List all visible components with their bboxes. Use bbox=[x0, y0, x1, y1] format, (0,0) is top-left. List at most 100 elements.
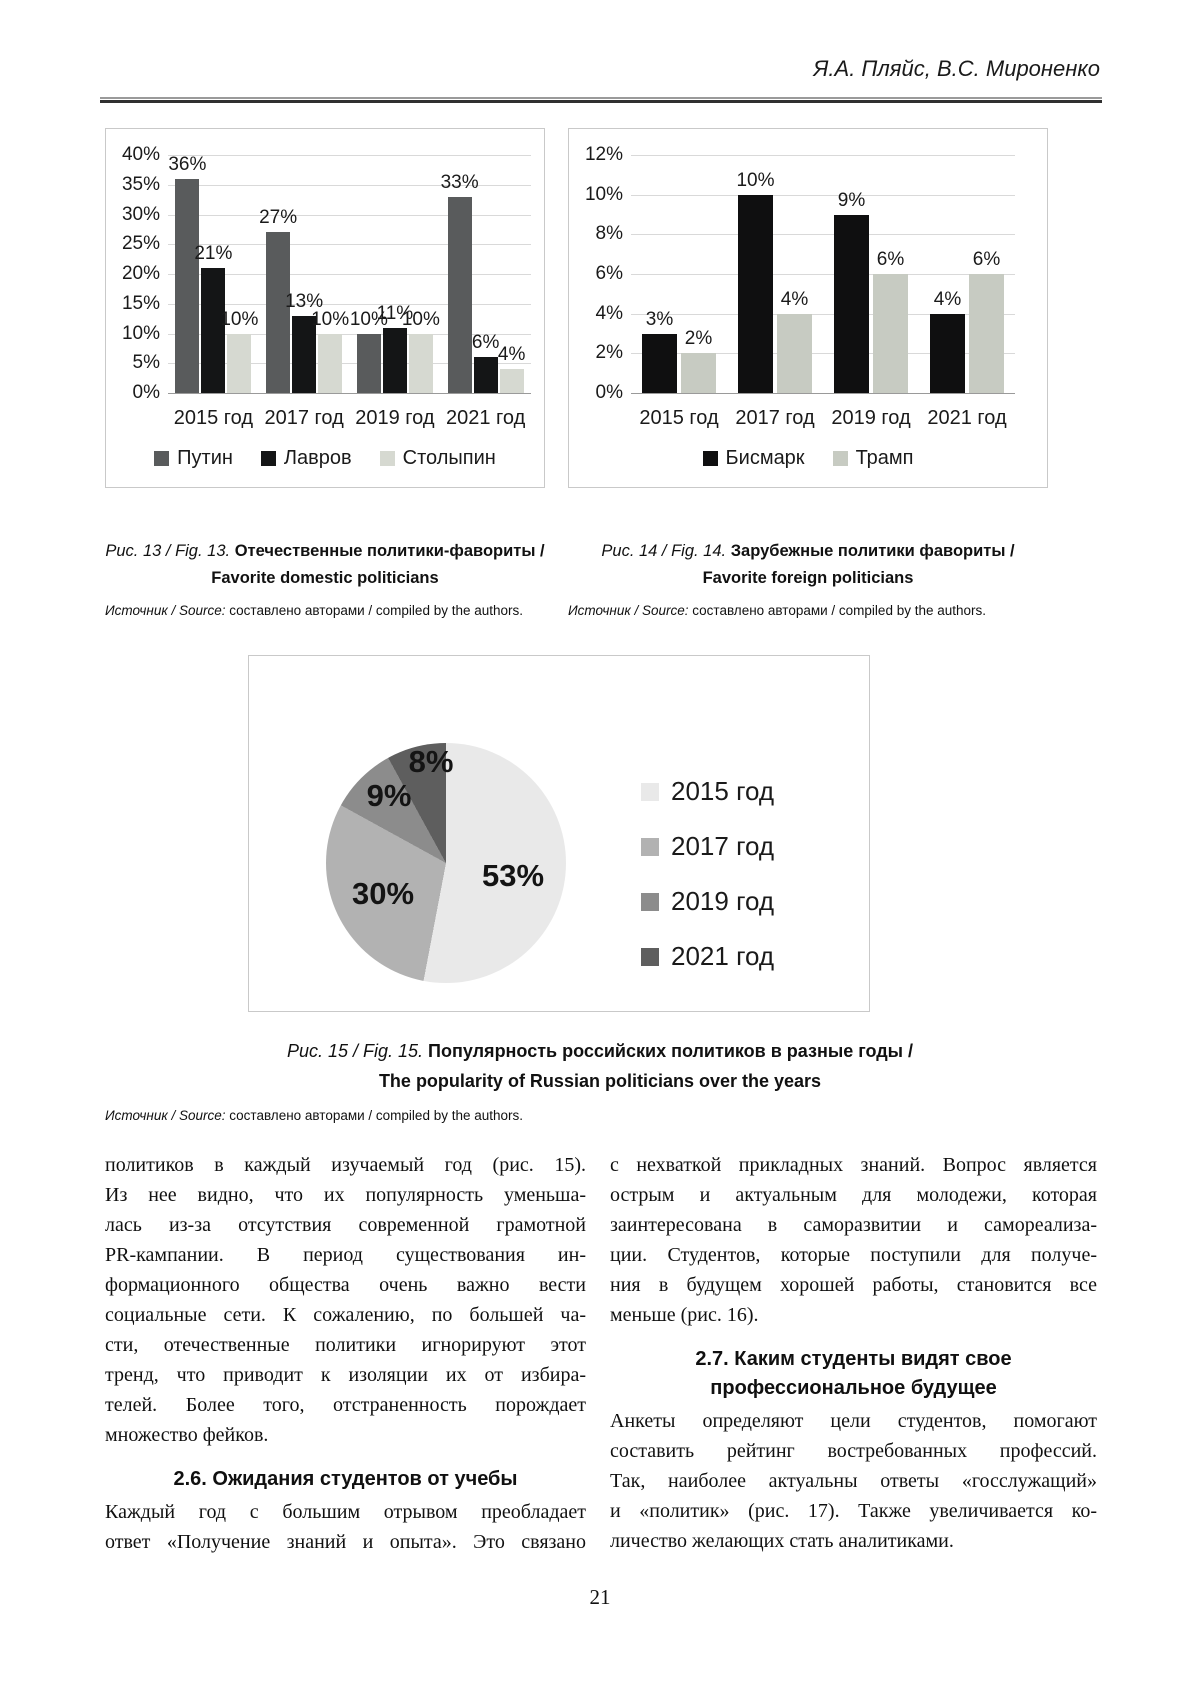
body-line: заинтересована в саморазвитии и самореал… bbox=[610, 1214, 1097, 1236]
fig13-caption-title-en: Favorite domestic politicians bbox=[211, 569, 439, 587]
bar-value-label: 10% bbox=[401, 308, 440, 330]
fig15-source-text: составлено авторами / compiled by the au… bbox=[229, 1108, 524, 1123]
y-tick-label: 12% bbox=[584, 144, 623, 165]
bar-Путин-2015 год bbox=[175, 178, 200, 393]
bar-value-label: 10% bbox=[349, 308, 388, 330]
y-tick-label: 8% bbox=[595, 223, 623, 245]
gridline bbox=[168, 333, 531, 335]
bar-value-label: 4% bbox=[933, 288, 962, 310]
body-line: множество фейков. bbox=[105, 1424, 269, 1446]
legend-swatch bbox=[641, 837, 659, 856]
fig14-caption-title-ru: Зарубежные политики фавориты / bbox=[730, 542, 1015, 560]
body-line: формационного общества очень важно вести bbox=[105, 1274, 586, 1296]
gridline bbox=[631, 194, 1015, 196]
legend-label: Бисмарк bbox=[725, 447, 805, 469]
body-line: телей. Более того, отстраненность порожд… bbox=[105, 1394, 586, 1416]
y-tick-label: 30% bbox=[121, 203, 160, 225]
bar-Путин-2021 год bbox=[447, 196, 472, 393]
bar-Бисмарк-2015 год bbox=[642, 333, 677, 393]
gridline bbox=[168, 274, 531, 275]
section-heading-line: 2.6. Ожидания студентов от учебы bbox=[173, 1468, 518, 1490]
gridline bbox=[631, 353, 1015, 355]
x-axis-label: 2021 год bbox=[445, 407, 526, 429]
bar-value-label: 11% bbox=[376, 302, 414, 324]
y-tick-label: 10% bbox=[584, 183, 623, 205]
fig14-source-text: составлено авторами / compiled by the au… bbox=[692, 603, 987, 618]
header-rule bbox=[100, 97, 1102, 103]
bar-value-label: 27% bbox=[259, 207, 298, 229]
legend-label: 2019 год bbox=[671, 886, 775, 916]
body-line: острым и актуальным для молодежи, котора… bbox=[610, 1184, 1097, 1206]
bar-Бисмарк-2019 год bbox=[834, 214, 869, 393]
fig13-source-text: составлено авторами / compiled by the au… bbox=[229, 603, 524, 618]
bar-value-label: 4% bbox=[497, 344, 526, 366]
legend-label: Столыпин bbox=[402, 447, 496, 469]
body-line: социальные сети. К сожалению, по большей… bbox=[105, 1304, 586, 1326]
bar-value-label: 9% bbox=[837, 189, 866, 211]
x-axis-label: 2021 год bbox=[927, 407, 1007, 429]
body-column-right: с нехваткой прикладных знаний. Вопрос яв… bbox=[610, 1150, 1097, 1556]
bar-value-label: 4% bbox=[780, 288, 809, 310]
section-heading: 2.6. Ожидания студентов от учебы bbox=[105, 1465, 586, 1494]
bar-value-label: 13% bbox=[285, 290, 324, 312]
y-tick-label: 2% bbox=[595, 342, 623, 364]
legend-label: Трамп bbox=[855, 447, 914, 469]
body-line: сти, отечественные политики игнорируют э… bbox=[105, 1334, 586, 1356]
bar-Лавров-2017 год bbox=[292, 315, 317, 393]
gridline bbox=[631, 313, 1015, 315]
gridline bbox=[168, 393, 531, 394]
bar-Столыпин-2021 год bbox=[499, 369, 524, 393]
bar-Бисмарк-2017 год bbox=[738, 194, 773, 393]
fig15-caption-title-en: The popularity of Russian politicians ov… bbox=[378, 1071, 822, 1091]
body-line: ния в будущем хорошей работы, становится… bbox=[610, 1274, 1097, 1296]
page-header-authors: Я.А. Пляйс, В.С. Мироненко bbox=[813, 56, 1100, 81]
pie-legend-item-2021 год: 2021 год bbox=[641, 941, 774, 972]
bar-value-label: 21% bbox=[194, 243, 233, 265]
gridline bbox=[168, 303, 531, 305]
legend-item-Столыпин: Столыпин bbox=[379, 447, 496, 470]
y-tick-label: 0% bbox=[132, 382, 160, 403]
bar-Трамп-2019 год bbox=[873, 274, 908, 393]
bar-Трамп-2015 год bbox=[681, 353, 716, 393]
body-line: Каждый год с большим отрывом преобладает bbox=[105, 1501, 586, 1523]
pie-slice-label: 8% bbox=[408, 744, 454, 779]
legend-item-Бисмарк: Бисмарк bbox=[702, 447, 805, 470]
pie-legend-item-2019 год: 2019 год bbox=[641, 886, 774, 917]
legend-label: 2015 год bbox=[671, 776, 775, 806]
pie-slice-label: 9% bbox=[366, 778, 412, 813]
legend-item-Трамп: Трамп bbox=[832, 447, 914, 470]
pie-chart-popularity: 53% 30% 9% 8% 2015 год 2017 год 2019 год 2021 г… bbox=[248, 655, 870, 1012]
legend-swatch bbox=[154, 451, 170, 466]
gridline bbox=[168, 155, 531, 156]
fig14-caption-title-en: Favorite foreign politicians bbox=[702, 569, 914, 587]
bar-Лавров-2021 год bbox=[473, 357, 498, 393]
body-line: политиков в каждый изучаемый год (рис. 1… bbox=[105, 1154, 586, 1176]
gridline bbox=[631, 274, 1015, 275]
fig14-caption-line1: Рис. 14 / Fig. 14. Зарубежные политики ф… bbox=[568, 538, 1048, 565]
fig15-caption-line1: Рис. 15 / Fig. 15. Популярность российск… bbox=[105, 1036, 1095, 1066]
body-line: с нехваткой прикладных знаний. Вопрос яв… bbox=[610, 1154, 1097, 1176]
gridline bbox=[168, 214, 531, 216]
bar-value-label: 6% bbox=[471, 332, 500, 354]
body-line: тренд, что приводит к изоляции их от изб… bbox=[105, 1364, 586, 1386]
gridline bbox=[168, 363, 531, 365]
legend-swatch bbox=[832, 451, 848, 466]
bar-Лавров-2015 год bbox=[201, 268, 226, 393]
bar-Трамп-2017 год bbox=[777, 313, 812, 393]
gridline bbox=[168, 244, 531, 246]
fig15-source-label: Источник / Source: bbox=[105, 1108, 226, 1123]
bar-chart-foreign-politicians: 0% 2% 4% 6% 8% 10% 12% 3% 2% 2015 год 10% 4% 2017 го… bbox=[568, 128, 1048, 488]
pie-slice-label: 30% bbox=[351, 876, 415, 911]
section-heading-line: профессиональное будущее bbox=[710, 1377, 997, 1399]
gridline bbox=[631, 234, 1015, 236]
bar-value-label: 2% bbox=[684, 328, 713, 350]
section-heading: 2.7. Каким студенты видят свое профессион… bbox=[610, 1345, 1097, 1403]
fig13-source: Источник / Source: составлено авторами /… bbox=[105, 603, 523, 618]
legend-swatch bbox=[260, 451, 276, 466]
chart-legend: Путин Лавров Столыпин bbox=[106, 447, 544, 470]
body-line: Так, наиболее актуальны ответы «госслужа… bbox=[610, 1470, 1097, 1492]
y-tick-label: 10% bbox=[121, 322, 160, 344]
x-axis-label: 2017 год bbox=[264, 407, 344, 429]
body-line: Анкеты определяют цели студентов, помога… bbox=[610, 1410, 1097, 1432]
